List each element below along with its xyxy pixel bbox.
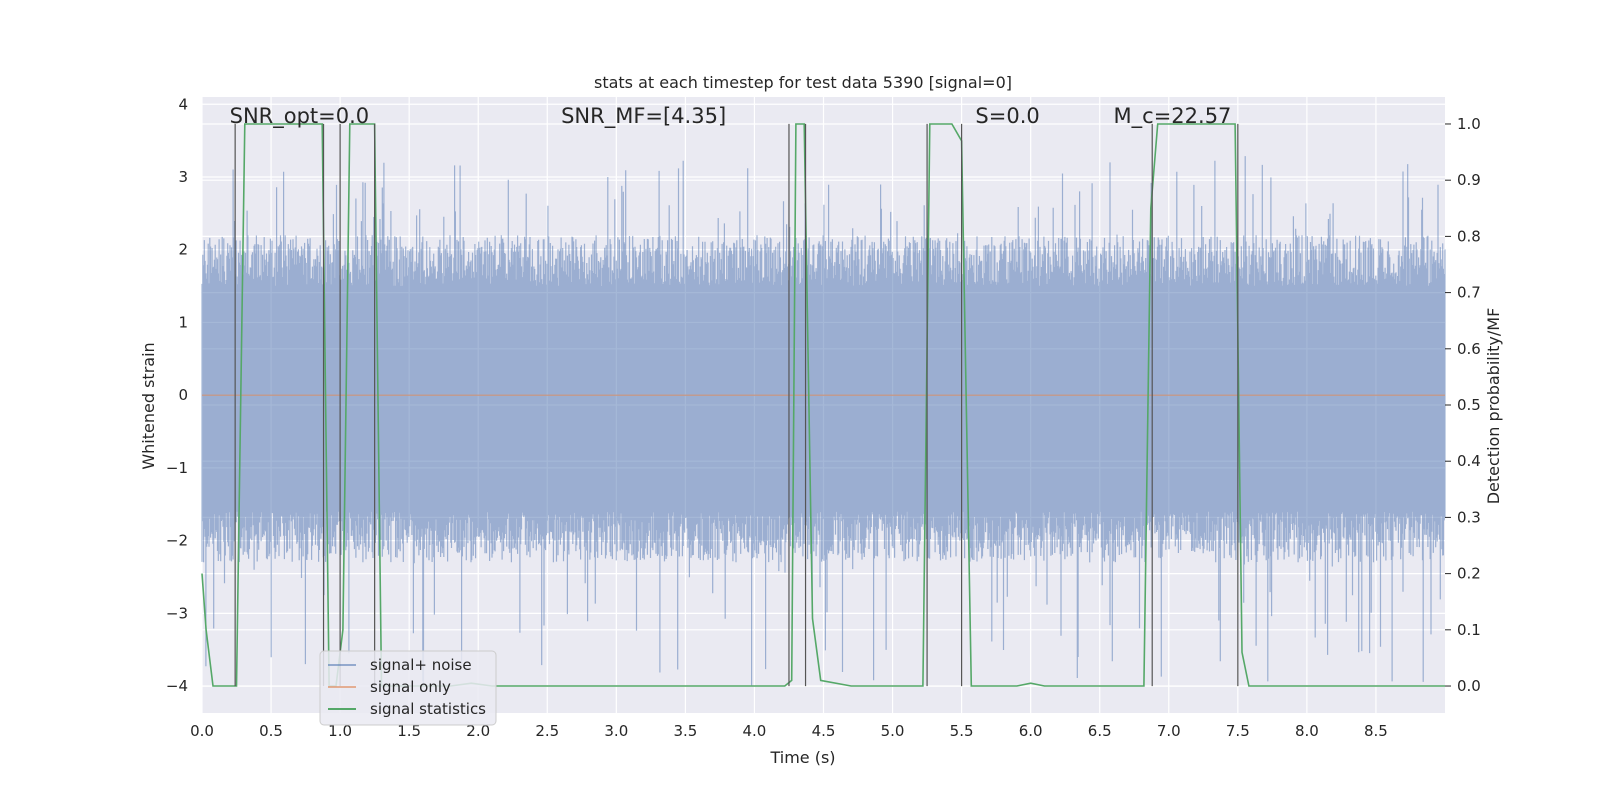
y-left-tick-label: −4 <box>166 677 188 695</box>
y-axis-label-right: Detection probability/MF <box>1484 308 1503 505</box>
y-left-tick-label: 3 <box>178 168 188 186</box>
x-tick-label: 4.5 <box>812 722 836 740</box>
x-tick-label: 5.0 <box>881 722 905 740</box>
legend-label-signal-statistics: signal statistics <box>370 700 486 718</box>
x-tick-label: 2.5 <box>535 722 559 740</box>
y-left-tick-label: 1 <box>178 313 188 331</box>
y-axis-label-left: Whitened strain <box>139 342 158 469</box>
x-tick-label: 3.5 <box>673 722 697 740</box>
x-tick-label: 0.0 <box>190 722 214 740</box>
x-tick-label: 8.0 <box>1295 722 1319 740</box>
x-tick-label: 1.5 <box>397 722 421 740</box>
x-tick-label: 6.5 <box>1088 722 1112 740</box>
y-right-tick-label: 0.7 <box>1457 284 1481 302</box>
y-left-tick-label: −2 <box>166 532 188 550</box>
annotation-text: M_c=22.57 <box>1114 104 1232 129</box>
x-tick-label: 2.0 <box>466 722 490 740</box>
annotation-text: SNR_MF=[4.35] <box>561 104 726 129</box>
y-left-tick-label: 0 <box>178 386 188 404</box>
y-right-tick-label: 0.8 <box>1457 227 1481 245</box>
y-right-tick-label: 0.1 <box>1457 621 1481 639</box>
x-tick-label: 6.0 <box>1019 722 1043 740</box>
y-right-tick-label: 0.3 <box>1457 508 1481 526</box>
y-right-tick-label: 0.5 <box>1457 396 1481 414</box>
x-axis: 0.0 0.5 1.0 1.5 2.0 2.5 3.0 3.5 4.0 4.5 5.0 5.5 6.0 6… <box>190 722 1388 740</box>
x-tick-label: 7.0 <box>1157 722 1181 740</box>
y-right-tick-label: 1.0 <box>1457 115 1481 133</box>
y-left-tick-label: −3 <box>166 604 188 622</box>
y-right-tick-label: 0.2 <box>1457 565 1481 583</box>
annotation-text: S=0.0 <box>975 104 1039 128</box>
y-right-tick-label: 0.0 <box>1457 677 1481 695</box>
x-tick-label: 4.0 <box>743 722 767 740</box>
y-left-tick-label: 4 <box>178 95 188 113</box>
legend: signal+ noise signal only signal statist… <box>319 650 497 726</box>
legend-label-signal-only: signal only <box>370 678 451 696</box>
x-axis-label: Time (s) <box>769 748 835 767</box>
legend-label-signal-noise: signal+ noise <box>370 656 472 674</box>
y-left-tick-label: −1 <box>166 459 188 477</box>
annotations: SNR_opt=0.0 SNR_MF=[4.35] S=0.0 M_c=22.57 <box>230 104 1232 129</box>
x-tick-label: 5.5 <box>950 722 974 740</box>
y-left-tick-label: 2 <box>178 241 188 259</box>
y-axis-right: 1.0 0.9 0.8 0.7 0.6 0.5 0.4 0.3 0.2 0.1 0.0 <box>1445 115 1481 695</box>
y-right-tick-label: 0.6 <box>1457 340 1481 358</box>
annotation-text: SNR_opt=0.0 <box>230 104 370 129</box>
x-tick-label: 0.5 <box>259 722 283 740</box>
y-right-tick-label: 0.9 <box>1457 171 1481 189</box>
y-axis-left: 4 3 2 1 0 −1 −2 −3 −4 <box>166 95 188 695</box>
chart-title: stats at each timestep for test data 539… <box>594 73 1012 92</box>
x-tick-label: 7.5 <box>1226 722 1250 740</box>
vertical-markers <box>234 123 1239 687</box>
x-tick-label: 3.0 <box>604 722 628 740</box>
x-tick-label: 8.5 <box>1364 722 1388 740</box>
y-right-tick-label: 0.4 <box>1457 452 1481 470</box>
x-tick-label: 1.0 <box>328 722 352 740</box>
